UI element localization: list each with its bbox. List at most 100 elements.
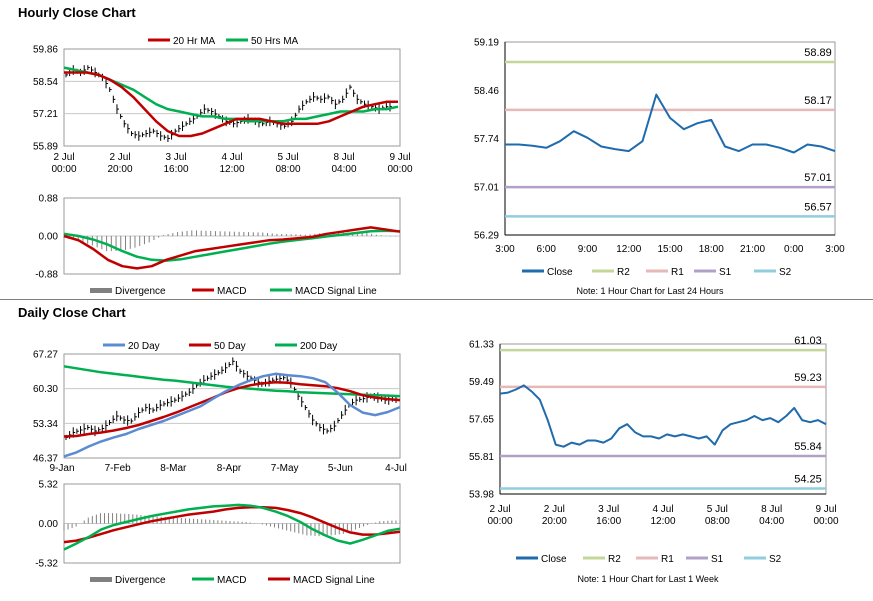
hourly-price-x-tick-label: 12:00 <box>219 164 244 175</box>
daily-levels-level-s1-label: 55.84 <box>794 441 822 453</box>
hourly-macd-legend-divergence-label: Divergence <box>115 286 166 297</box>
daily-levels-x-tick-label: 8 Jul <box>761 504 782 515</box>
hourly-levels-x-tick-label: 9:00 <box>578 244 598 255</box>
daily-macd-y-tick-label: 0.00 <box>39 519 59 530</box>
hourly-price-y-tick-label: 58.54 <box>33 77 58 88</box>
hourly-levels-legend-s1-label: S1 <box>719 267 732 278</box>
daily-macd-legend-divergence-label: Divergence <box>115 575 166 586</box>
hourly-levels-x-tick-label: 6:00 <box>537 244 557 255</box>
daily-levels-level-s2-label: 54.25 <box>794 473 822 485</box>
hourly-price-x-tick-label: 20:00 <box>107 164 132 175</box>
daily-levels-x-tick-label: 2 Jul <box>489 504 510 515</box>
hourly-macd-signal-line <box>63 229 401 262</box>
daily-levels-y-tick-label: 61.33 <box>469 340 494 351</box>
hourly-price-x-tick-label: 2 Jul <box>53 152 74 163</box>
daily-levels-x-tick-label: 00:00 <box>487 516 512 527</box>
daily-levels-y-tick-label: 59.49 <box>469 377 494 388</box>
hourly-price-x-tick-label: 00:00 <box>51 164 76 175</box>
daily-levels-x-tick-label: 08:00 <box>705 516 730 527</box>
hourly-price-x-tick-label: 2 Jul <box>109 152 130 163</box>
daily-levels-x-tick-label: 2 Jul <box>544 504 565 515</box>
daily-levels-x-tick-label: 00:00 <box>813 516 838 527</box>
daily-levels-legend-s2-label: S2 <box>769 554 782 565</box>
hourly-macd-y-tick-label: 0.88 <box>39 194 59 205</box>
hourly-price-x-tick-label: 9 Jul <box>389 152 410 163</box>
daily-levels-x-tick-label: 5 Jul <box>707 504 728 515</box>
daily-price-x-tick-label: 7-Feb <box>105 463 132 474</box>
hourly-levels-y-tick-label: 59.19 <box>474 38 499 49</box>
hourly-price-x-tick-label: 5 Jul <box>277 152 298 163</box>
daily-levels-x-tick-label: 16:00 <box>596 516 621 527</box>
daily-levels-legend-r1-label: R1 <box>661 554 674 565</box>
daily-levels-y-tick-label: 53.98 <box>469 490 494 501</box>
daily-macd-y-tick-label: -5.32 <box>35 559 58 570</box>
daily-levels-x-tick-label: 04:00 <box>759 516 784 527</box>
daily-levels-note: Note: 1 Hour Chart for Last 1 Week <box>578 574 719 584</box>
daily-section-title: Daily Close Chart <box>18 305 126 320</box>
hourly-levels-y-tick-label: 56.29 <box>474 231 499 242</box>
daily-price-x-tick-label: 8-Mar <box>160 463 187 474</box>
hourly-levels-x-tick-label: 15:00 <box>657 244 682 255</box>
daily-levels-x-tick-label: 12:00 <box>650 516 675 527</box>
hourly-levels-y-tick-label: 57.01 <box>474 182 499 193</box>
daily-levels-frame <box>499 343 827 495</box>
hourly-levels-legend-s2-label: S2 <box>779 267 792 278</box>
hourly-price-frame <box>63 48 401 147</box>
hourly-levels-legend-r2-label: R2 <box>617 267 630 278</box>
daily-price-x-tick-label: 7-May <box>271 463 299 474</box>
daily-macd-legend-macd-label: MACD <box>217 575 246 586</box>
daily-price-x-tick-label: 5-Jun <box>328 463 353 474</box>
hourly-price-x-tick-label: 3 Jul <box>165 152 186 163</box>
daily-macd-line <box>63 503 401 551</box>
daily-levels-x-tick-label: 9 Jul <box>815 504 836 515</box>
hourly-price-x-tick-label: 8 Jul <box>333 152 354 163</box>
daily-legend-200day-label: 200 Day <box>300 341 337 352</box>
hourly-levels-x-tick-label: 3:00 <box>825 244 845 255</box>
daily-price-y-tick-label: 53.34 <box>33 419 58 430</box>
hourly-price-x-tick-label: 00:00 <box>387 164 412 175</box>
hourly-levels-level-r1-label: 58.17 <box>804 95 832 107</box>
daily-legend-20day-label: 20 Day <box>128 341 160 352</box>
daily-macd-legend-signal-label: MACD Signal Line <box>293 575 375 586</box>
hourly-macd-y-tick-label: -0.88 <box>35 270 58 281</box>
hourly-price-y-tick-label: 57.21 <box>33 109 58 120</box>
daily-levels-x-tick-label: 4 Jul <box>652 504 673 515</box>
hourly-legend-50hr-label: 50 Hrs MA <box>251 36 299 47</box>
hourly-20hr-ma-line <box>64 71 398 138</box>
daily-levels-y-tick-label: 57.65 <box>469 415 494 426</box>
daily-20day-ma-line <box>63 372 401 458</box>
daily-levels-x-tick-label: 3 Jul <box>598 504 619 515</box>
hourly-50hr-ma-line <box>63 66 399 123</box>
hourly-levels-note: Note: 1 Hour Chart for Last 24 Hours <box>576 286 724 296</box>
daily-levels-legend-r2-label: R2 <box>608 554 621 565</box>
daily-price-x-tick-label: 9-Jan <box>49 463 74 474</box>
hourly-legend-20hr-label: 20 Hr MA <box>173 36 216 47</box>
hourly-macd-line <box>63 226 401 270</box>
hourly-levels-x-tick-label: 3:00 <box>495 244 515 255</box>
hourly-price-x-tick-label: 16:00 <box>163 164 188 175</box>
hourly-macd-legend-signal-label: MACD Signal Line <box>295 286 377 297</box>
daily-levels-level-r2-label: 61.03 <box>794 335 822 347</box>
daily-levels-legend-close-label: Close <box>541 554 567 565</box>
hourly-macd-y-tick-label: 0.00 <box>39 232 59 243</box>
hourly-levels-y-tick-label: 57.74 <box>474 134 499 145</box>
daily-price-y-tick-label: 67.27 <box>33 350 58 361</box>
hourly-levels-level-r2-label: 58.89 <box>804 47 832 59</box>
daily-50day-ma-line <box>63 380 401 438</box>
daily-macd-legend-divergence-swatch <box>90 577 112 582</box>
hourly-levels-close-line <box>505 93 836 154</box>
hourly-section-title: Hourly Close Chart <box>18 5 136 20</box>
hourly-levels-level-s2-label: 56.57 <box>804 201 832 213</box>
hourly-price-x-tick-label: 4 Jul <box>221 152 242 163</box>
hourly-levels-x-tick-label: 21:00 <box>740 244 765 255</box>
daily-levels-y-tick-label: 55.81 <box>469 452 494 463</box>
daily-price-frame <box>63 353 401 459</box>
daily-levels-close-line <box>499 384 827 448</box>
daily-macd-y-tick-label: 5.32 <box>39 480 59 491</box>
daily-levels-level-r1-label: 59.23 <box>794 372 822 384</box>
hourly-levels-x-tick-label: 18:00 <box>699 244 724 255</box>
hourly-macd-legend-macd-label: MACD <box>217 286 246 297</box>
hourly-price-x-tick-label: 08:00 <box>275 164 300 175</box>
hourly-price-y-tick-label: 55.89 <box>33 142 58 153</box>
